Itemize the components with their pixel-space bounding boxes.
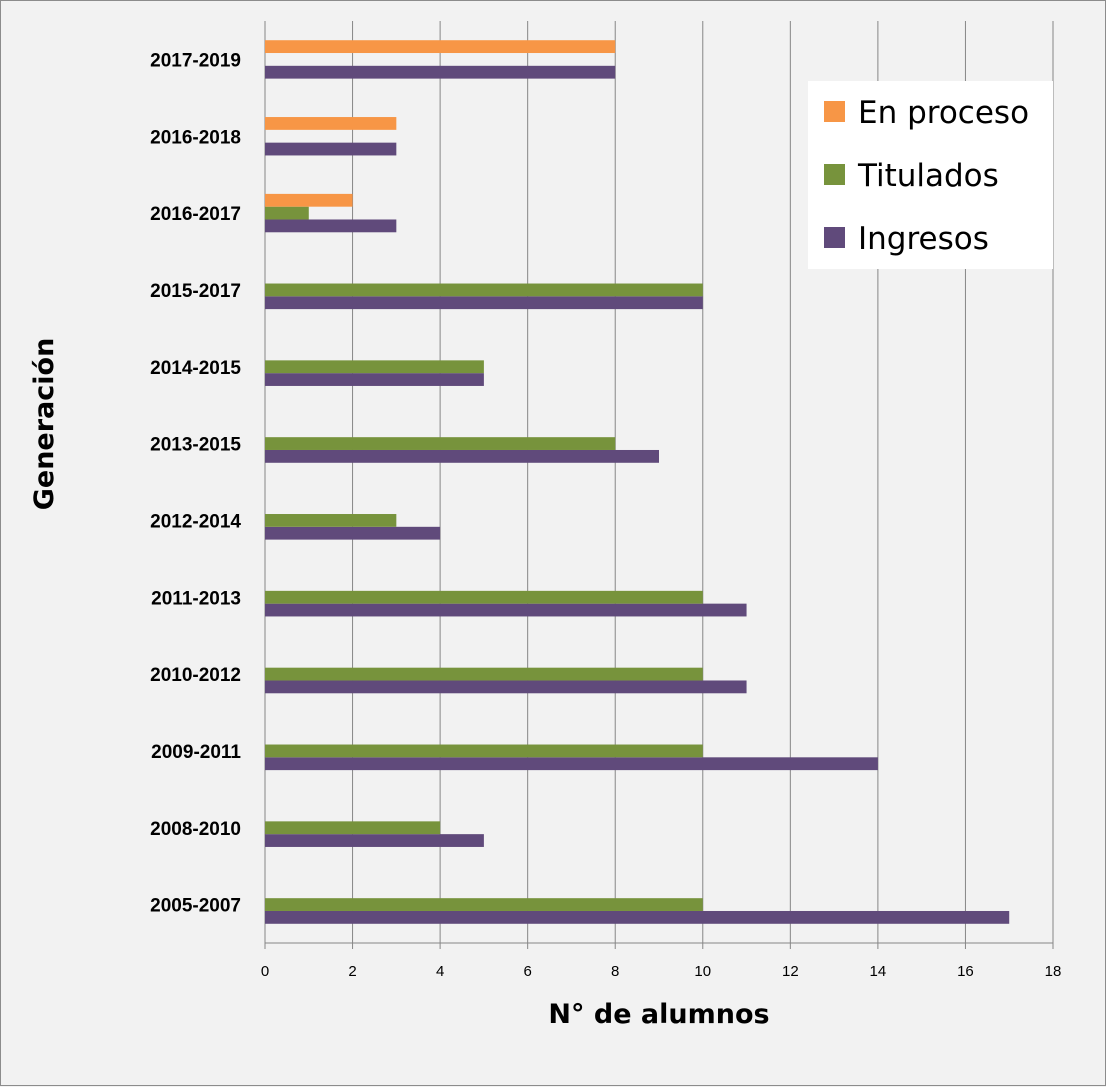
category-label: 2013-2015 <box>150 435 241 456</box>
bar-en-proceso-2017-2019 <box>265 40 616 54</box>
x-tick-label: 8 <box>611 963 619 980</box>
category-label: 2017-2019 <box>150 50 241 71</box>
legend-swatch-ingresos <box>824 227 845 248</box>
category-label: 2009-2011 <box>151 742 241 763</box>
bars <box>265 40 1010 924</box>
bar-ingresos-2014-2015 <box>265 373 484 386</box>
bar-ingresos-2016-2017 <box>265 219 397 233</box>
bar-titulados-2009-2011 <box>265 744 703 758</box>
gridlines <box>264 21 1054 943</box>
bar-ingresos-2009-2011 <box>265 757 878 771</box>
category-labels: 2005-2007 2008-2010 2009-2011 2010-2012 2011… <box>150 50 241 916</box>
category-label: 2011-2013 <box>151 588 241 609</box>
bar-titulados-2014-2015 <box>265 360 484 374</box>
category-label: 2008-2010 <box>150 819 241 840</box>
x-tick-label: 6 <box>523 963 531 980</box>
x-tick-label: 16 <box>957 963 974 980</box>
bar-ingresos-2008-2010 <box>265 834 484 847</box>
x-tick-label: 0 <box>261 963 269 980</box>
x-axis-title: N° de alumnos <box>548 999 769 1030</box>
x-tick-label: 4 <box>436 963 444 980</box>
category-label: 2012-2014 <box>150 511 241 532</box>
bar-ingresos-2013-2015 <box>265 449 659 463</box>
legend: En proceso Titulados Ingresos <box>808 81 1053 269</box>
x-tick-label: 12 <box>782 963 799 980</box>
legend-label: Ingresos <box>858 221 989 257</box>
bar-titulados-2012-2014 <box>265 514 397 527</box>
bar-titulados-2013-2015 <box>265 437 616 450</box>
bar-ingresos-2012-2014 <box>265 526 441 540</box>
bar-titulados-2010-2012 <box>265 667 703 681</box>
bar-titulados-2016-2017 <box>265 206 309 220</box>
bar-titulados-2008-2010 <box>265 821 441 835</box>
x-tick-label: 2 <box>348 963 356 980</box>
y-axis-title: Generación <box>29 338 60 511</box>
legend-label: Titulados <box>857 158 999 194</box>
category-label: 2016-2018 <box>150 127 241 148</box>
x-tick-label: 10 <box>694 963 711 980</box>
x-tick-label: 18 <box>1045 963 1062 980</box>
bar-ingresos-2005-2007 <box>265 910 1010 924</box>
legend-label: En proceso <box>858 95 1029 131</box>
category-label: 2015-2017 <box>150 281 241 302</box>
bar-ingresos-2017-2019 <box>265 65 616 79</box>
x-tick-label: 14 <box>870 963 887 980</box>
bar-titulados-2005-2007 <box>265 898 703 911</box>
bar-titulados-2011-2013 <box>265 590 703 604</box>
category-label: 2016-2017 <box>150 204 241 225</box>
bar-en-proceso-2016-2018 <box>265 117 397 130</box>
bar-ingresos-2011-2013 <box>265 603 747 617</box>
category-label: 2005-2007 <box>150 896 241 917</box>
bar-ingresos-2015-2017 <box>265 296 703 310</box>
bar-titulados-2015-2017 <box>265 283 703 297</box>
legend-background <box>808 81 1053 269</box>
bar-en-proceso-2016-2017 <box>265 193 353 207</box>
x-axis: 0 2 4 6 8 10 12 14 16 18 <box>261 942 1062 980</box>
bar-ingresos-2010-2012 <box>265 680 747 694</box>
legend-swatch-en-proceso <box>824 101 845 122</box>
bar-ingresos-2016-2018 <box>265 142 397 156</box>
category-label: 2010-2012 <box>150 665 241 686</box>
legend-swatch-titulados <box>824 164 845 185</box>
category-label: 2014-2015 <box>150 358 241 379</box>
